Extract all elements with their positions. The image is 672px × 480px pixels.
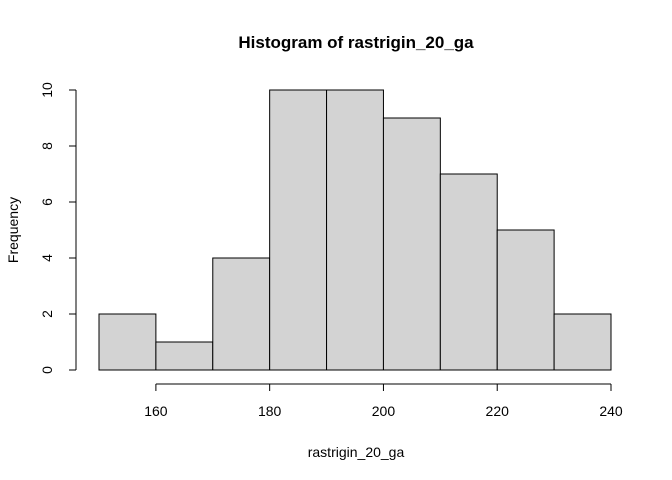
x-tick-label: 160 bbox=[144, 403, 168, 419]
y-tick-label: 8 bbox=[39, 142, 55, 150]
histogram-bar-180-190 bbox=[269, 89, 328, 371]
x-axis: 160 180 200 220 240 bbox=[144, 383, 623, 419]
y-tick-label: 0 bbox=[39, 366, 55, 374]
y-axis: 0 2 4 6 8 10 bbox=[39, 82, 77, 374]
y-tick-label: 2 bbox=[39, 310, 55, 318]
histogram-bar-150-160 bbox=[98, 313, 157, 371]
histogram-bar-200-210 bbox=[382, 117, 441, 371]
x-tick-label: 240 bbox=[599, 403, 623, 419]
histogram-bar-190-200 bbox=[326, 89, 384, 371]
y-axis-label: Frequency bbox=[5, 197, 21, 263]
chart-title: Histogram of rastrigin_20_ga bbox=[238, 33, 474, 52]
x-tick-label: 220 bbox=[486, 403, 510, 419]
histogram-bar-170-180 bbox=[212, 257, 271, 371]
x-axis-label: rastrigin_20_ga bbox=[308, 444, 405, 460]
histogram-bar-220-230 bbox=[496, 229, 555, 371]
y-tick-label: 6 bbox=[39, 198, 55, 206]
x-tick-label: 200 bbox=[372, 403, 396, 419]
y-tick-label: 4 bbox=[39, 254, 55, 262]
histogram-bar-160-170 bbox=[155, 341, 214, 371]
bars-group bbox=[98, 89, 612, 371]
histogram-bar-210-220 bbox=[439, 173, 498, 371]
histogram-bar-230-240 bbox=[553, 313, 612, 371]
y-tick-label: 10 bbox=[39, 82, 55, 98]
x-tick-label: 180 bbox=[258, 403, 282, 419]
